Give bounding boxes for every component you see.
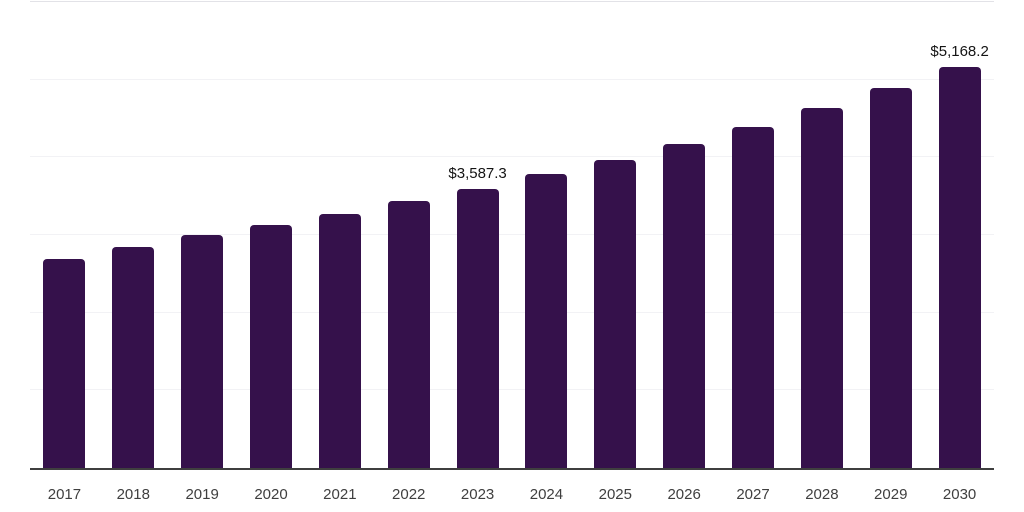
bar bbox=[525, 174, 568, 468]
x-tick-label: 2030 bbox=[942, 486, 977, 503]
bar-band bbox=[650, 2, 719, 468]
gridline bbox=[30, 311, 994, 313]
bar-band bbox=[30, 2, 99, 468]
bar-band bbox=[512, 2, 581, 468]
x-tick-label: 2027 bbox=[736, 486, 770, 503]
gridline bbox=[30, 389, 994, 391]
bar bbox=[181, 235, 224, 468]
x-tick-label: 2028 bbox=[805, 486, 839, 503]
x-tick-label: 2026 bbox=[667, 486, 701, 503]
bar-value-label: $3,587.3 bbox=[448, 165, 507, 183]
bar bbox=[456, 189, 499, 468]
x-tick-label: 2020 bbox=[254, 486, 288, 503]
bar-band bbox=[305, 2, 374, 468]
bar bbox=[594, 159, 637, 468]
bar bbox=[800, 107, 843, 468]
bar bbox=[43, 259, 86, 468]
bar-series: $3,587.3 $5,168.2 bbox=[30, 2, 994, 468]
bar-band bbox=[719, 2, 788, 468]
bar bbox=[250, 224, 292, 468]
bar bbox=[869, 87, 912, 468]
bar-band bbox=[374, 2, 443, 468]
x-tick-label: 2019 bbox=[185, 486, 219, 503]
bar bbox=[663, 143, 706, 468]
gridline bbox=[30, 234, 994, 235]
bar bbox=[938, 66, 981, 468]
x-axis: 2017 2018 2019 2020 2021 2022 2023 2024 2025 2026… bbox=[30, 484, 994, 506]
bar-band bbox=[581, 2, 650, 468]
bar bbox=[318, 214, 361, 468]
bar-band bbox=[787, 2, 856, 468]
x-tick-label: 2022 bbox=[392, 486, 426, 503]
bar bbox=[732, 126, 775, 468]
x-tick-label: 2023 bbox=[460, 486, 495, 503]
x-tick-label: 2029 bbox=[874, 486, 908, 503]
x-tick-label: 2017 bbox=[47, 486, 82, 503]
plot-area: $3,587.3 $5,168.2 bbox=[30, 1, 994, 470]
bar-band bbox=[99, 2, 168, 468]
gridline bbox=[30, 156, 994, 158]
bar-band bbox=[237, 2, 306, 468]
gridline bbox=[30, 78, 994, 80]
x-tick-label: 2025 bbox=[598, 486, 632, 503]
bar bbox=[112, 247, 155, 468]
x-tick-label: 2024 bbox=[529, 486, 564, 503]
bar-band: $3,587.3 bbox=[443, 2, 512, 468]
x-tick-label: 2021 bbox=[323, 486, 357, 503]
bar bbox=[387, 200, 430, 468]
bar-band: $5,168.2 bbox=[925, 2, 994, 468]
bar-band bbox=[168, 2, 237, 468]
bar-value-label: $5,168.2 bbox=[930, 42, 989, 60]
x-tick-label: 2018 bbox=[116, 486, 150, 503]
bar-band bbox=[856, 2, 925, 468]
